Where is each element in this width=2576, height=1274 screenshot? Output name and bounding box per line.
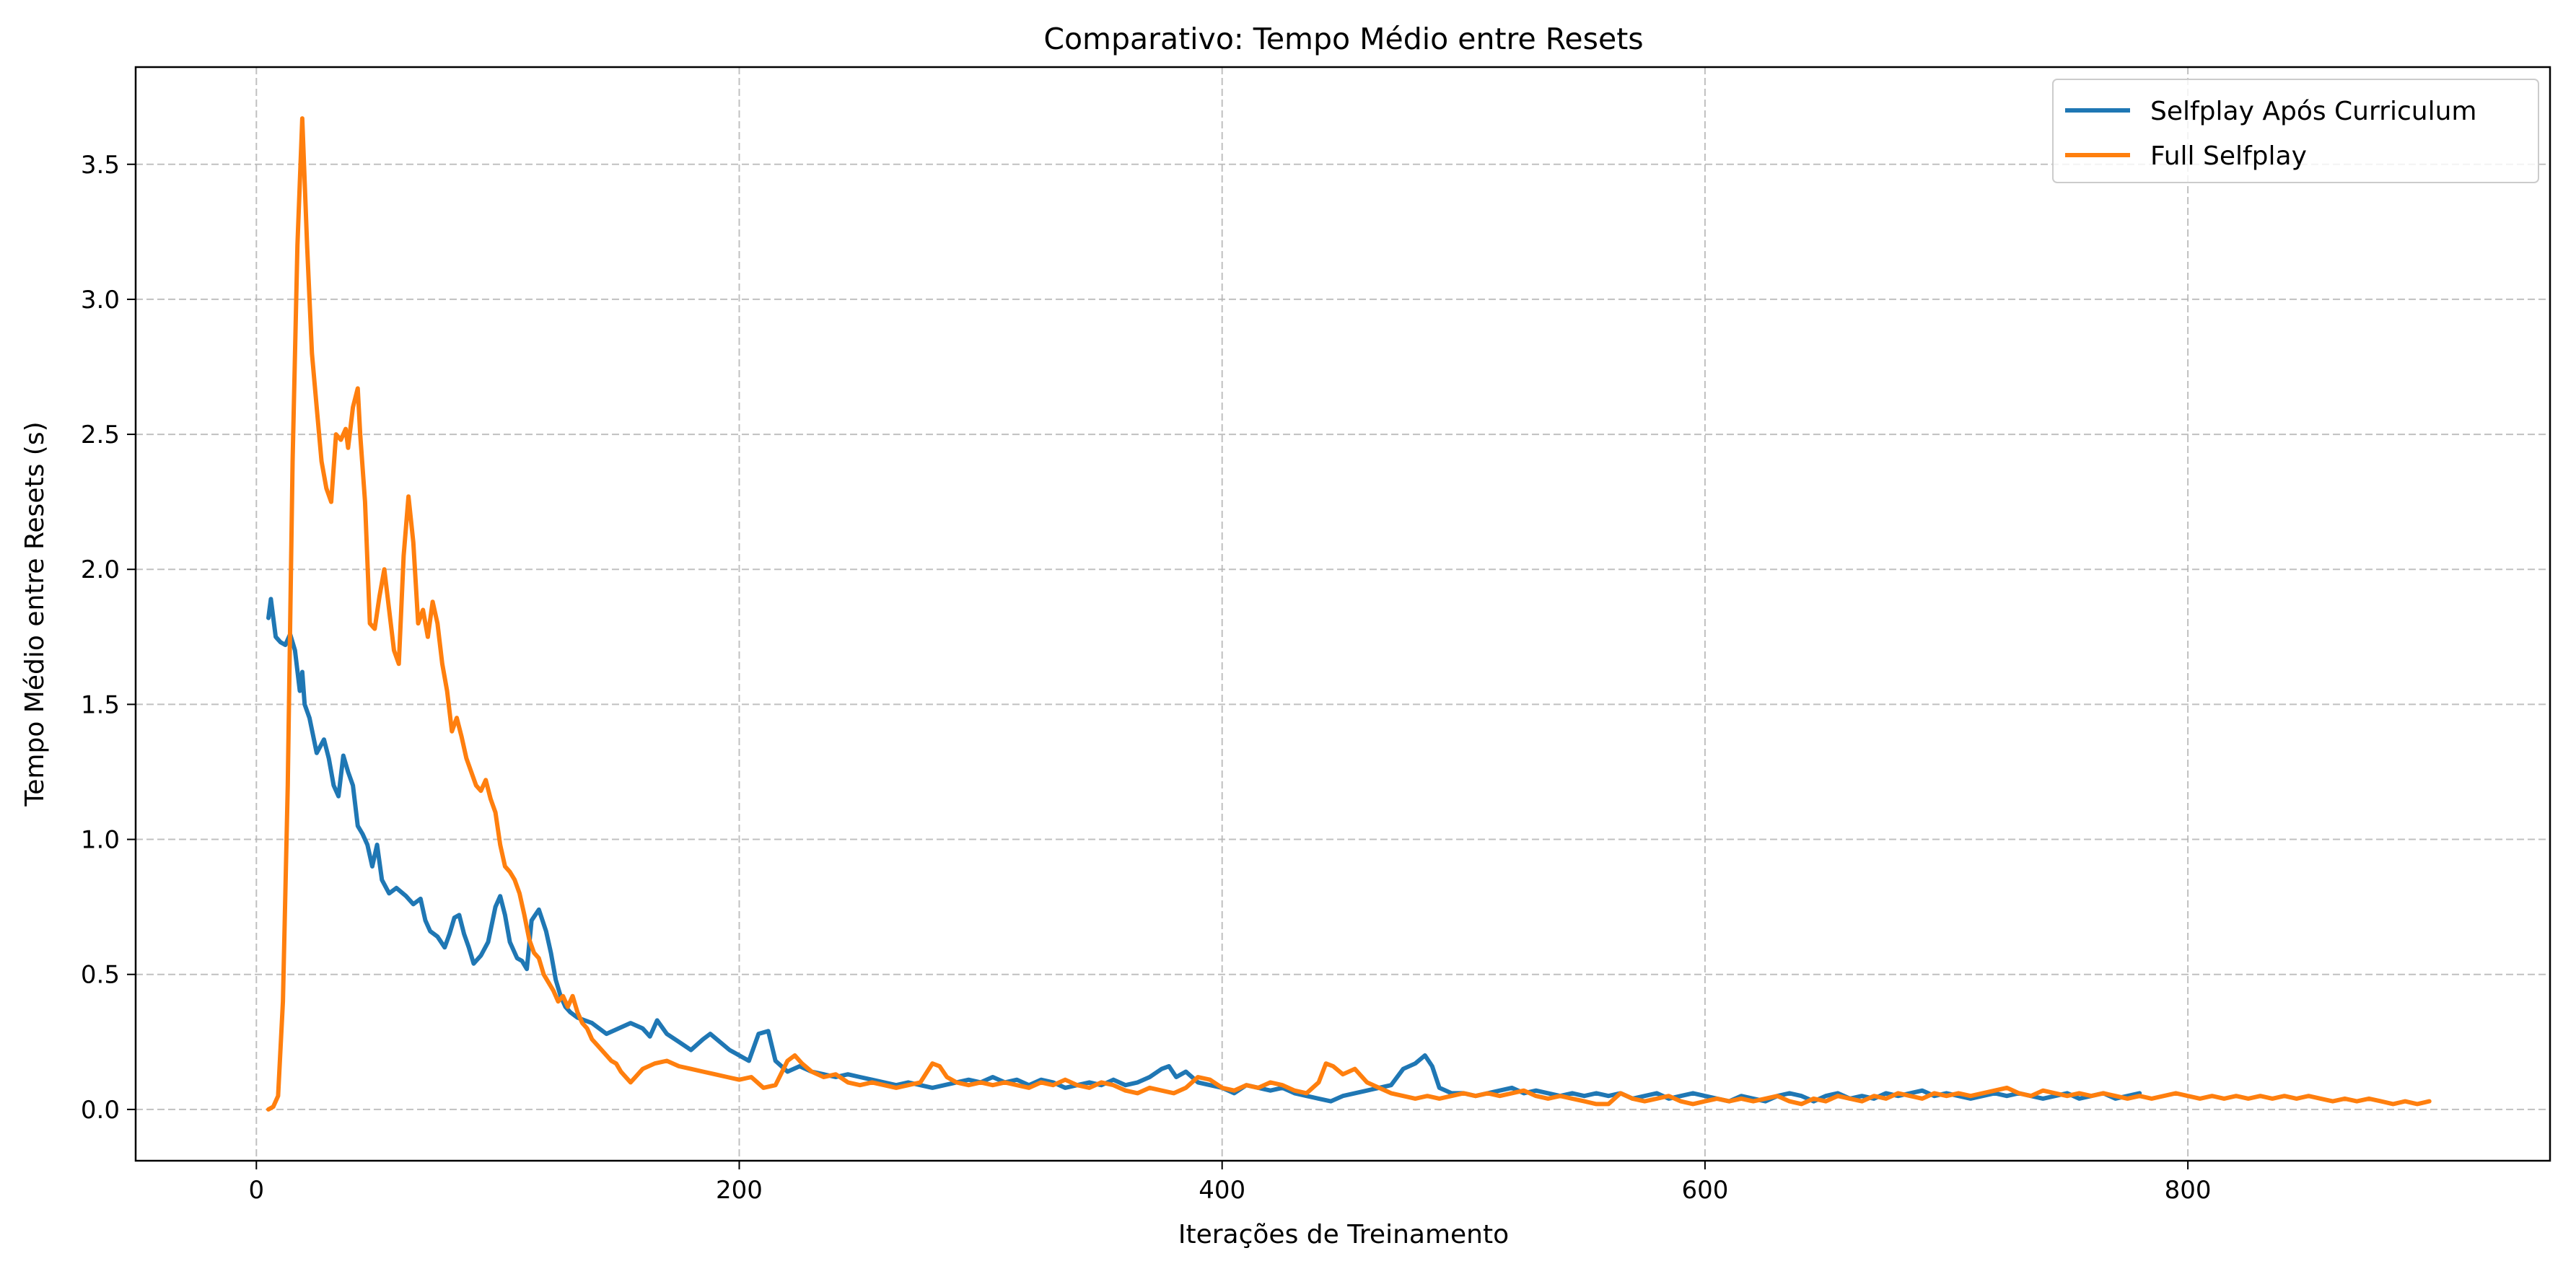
- y-tick-label: 1.0: [81, 826, 120, 855]
- series-line-selfplay-apos-curriculum: [266, 597, 2142, 1104]
- x-tick-label: 600: [1681, 1176, 1728, 1205]
- legend-box: [2052, 79, 2539, 183]
- y-tick-label: 1.5: [81, 690, 120, 719]
- plot-frame: [134, 66, 2551, 1162]
- x-tick-label: 400: [1199, 1176, 1245, 1205]
- legend-label-selfplay-apos-curriculum: Selfplay Após Curriculum: [2150, 97, 2476, 126]
- y-tick-label: 3.0: [81, 286, 120, 315]
- y-tick-label: 0.0: [81, 1096, 120, 1125]
- axis-ticks: 0 200 400 600 800 0.0 0.5 1.0 1.5 2.0 2.5 3.0 3.5: [81, 151, 2212, 1205]
- y-tick-label: 2.0: [81, 555, 120, 584]
- y-axis-label: Tempo Médio entre Resets (s): [20, 421, 50, 807]
- y-tick-label: 0.5: [81, 961, 120, 990]
- x-tick-label: 800: [2165, 1176, 2212, 1205]
- x-axis-label: Iterações de Treinamento: [1178, 1220, 1509, 1249]
- x-tick-label: 200: [716, 1176, 763, 1205]
- legend-label-full-selfplay: Full Selfplay: [2150, 141, 2307, 171]
- grid-lines: [136, 67, 2550, 1161]
- x-tick-label: 0: [248, 1176, 264, 1205]
- y-tick-label: 2.5: [81, 421, 120, 449]
- series-line-full-selfplay: [266, 116, 2432, 1112]
- chart-title: Comparativo: Tempo Médio entre Resets: [1043, 22, 1643, 56]
- legend: Selfplay Após Curriculum Full Selfplay: [2052, 79, 2539, 183]
- y-tick-label: 3.5: [81, 151, 120, 180]
- series-lines: [266, 116, 2432, 1112]
